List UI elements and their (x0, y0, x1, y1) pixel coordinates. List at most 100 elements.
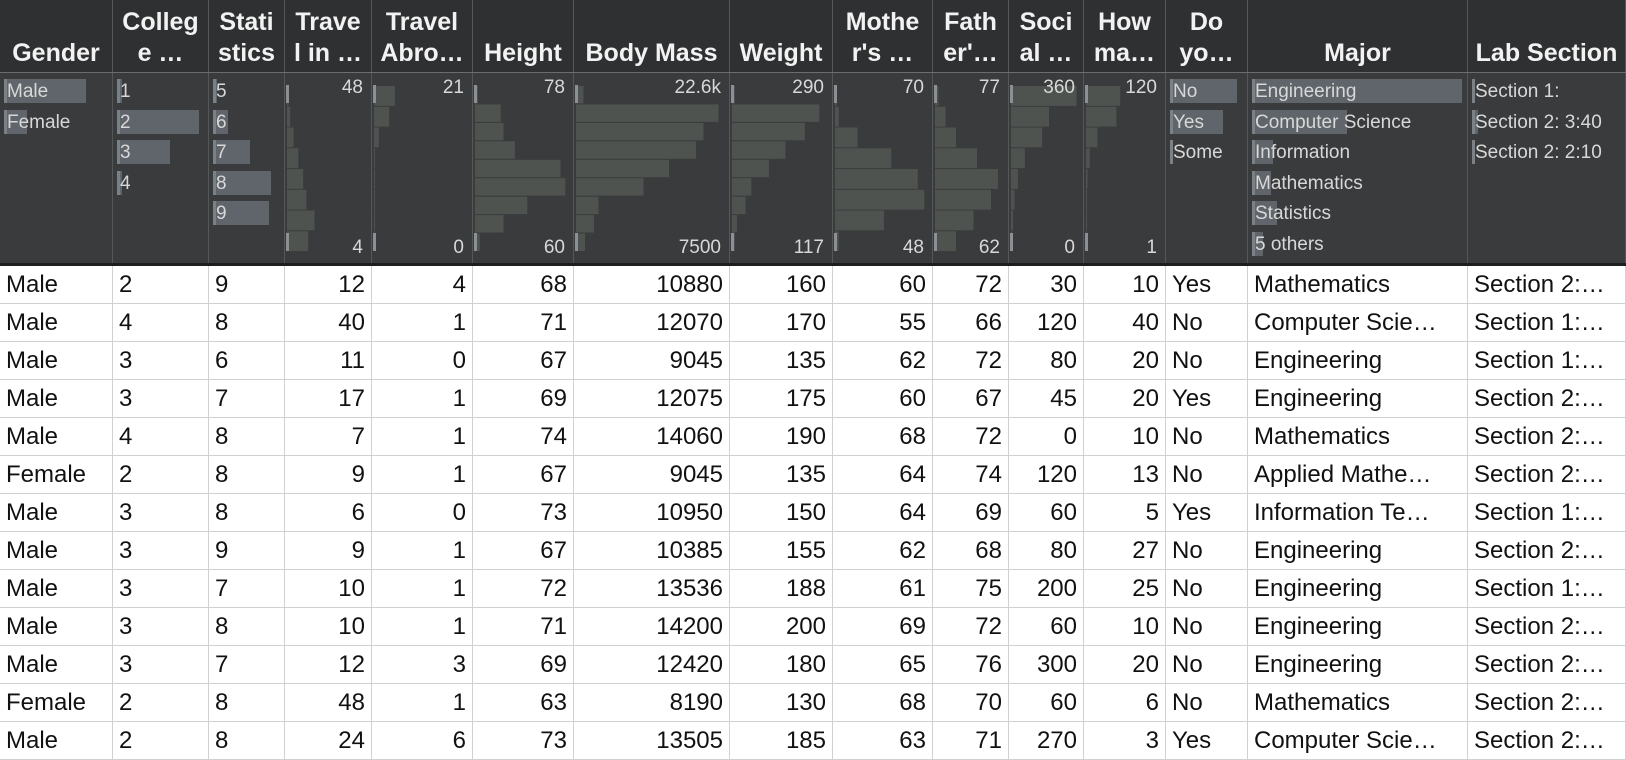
cell-weight[interactable]: 175 (730, 380, 833, 417)
category-filter-item[interactable]: Male (4, 77, 109, 105)
cell-fathers[interactable]: 68 (933, 532, 1009, 569)
cell-height[interactable]: 74 (473, 418, 574, 455)
range-max-handle[interactable] (474, 85, 477, 103)
cell-travel-abroad[interactable]: 1 (372, 684, 473, 721)
cell-social[interactable]: 0 (1009, 418, 1084, 455)
category-filter-item[interactable]: Information (1252, 138, 1464, 166)
range-min-handle[interactable] (731, 233, 734, 251)
table-row[interactable]: Male 3 7 12 3 69 12420 180 65 76 300 20 No Engineerin… (0, 646, 1626, 684)
cell-body-mass[interactable]: 12070 (574, 304, 730, 341)
cell-do-you[interactable]: No (1166, 570, 1248, 607)
cell-statistics[interactable]: 9 (209, 532, 285, 569)
category-filter-item[interactable]: Statistics (1252, 199, 1464, 227)
histogram[interactable] (1009, 73, 1084, 263)
column-header-travel-in[interactable]: Trave l in … (285, 0, 372, 72)
cell-body-mass[interactable]: 10385 (574, 532, 730, 569)
category-filter-item[interactable]: 6 (213, 108, 281, 136)
cell-mothers[interactable]: 55 (833, 304, 933, 341)
table-row[interactable]: Male 3 8 6 0 73 10950 150 64 69 60 5 Yes Information … (0, 494, 1626, 532)
cell-major[interactable]: Mathematics (1248, 418, 1468, 455)
range-max-handle[interactable] (286, 85, 289, 103)
cell-body-mass[interactable]: 9045 (574, 342, 730, 379)
cell-how-many[interactable]: 40 (1084, 304, 1166, 341)
cell-gender[interactable]: Male (0, 380, 113, 417)
cell-gender[interactable]: Male (0, 266, 113, 303)
cell-travel-in[interactable]: 12 (285, 266, 372, 303)
cell-weight[interactable]: 190 (730, 418, 833, 455)
category-filter-item[interactable]: No (1170, 77, 1244, 105)
column-header-fathers[interactable]: Fath er'… (933, 0, 1009, 72)
range-max-handle[interactable] (934, 85, 937, 103)
cell-mothers[interactable]: 60 (833, 380, 933, 417)
cell-gender[interactable]: Male (0, 722, 113, 759)
cell-major[interactable]: Engineering (1248, 646, 1468, 683)
cell-statistics[interactable]: 7 (209, 380, 285, 417)
cell-height[interactable]: 69 (473, 646, 574, 683)
cell-weight[interactable]: 130 (730, 684, 833, 721)
category-filter-item[interactable]: Some (1170, 138, 1244, 166)
cell-lab-section[interactable]: Section 2:… (1468, 722, 1626, 759)
cell-mothers[interactable]: 68 (833, 418, 933, 455)
cell-social[interactable]: 60 (1009, 608, 1084, 645)
cell-do-you[interactable]: No (1166, 646, 1248, 683)
cell-do-you[interactable]: Yes (1166, 266, 1248, 303)
cell-travel-in[interactable]: 12 (285, 646, 372, 683)
cell-statistics[interactable]: 6 (209, 342, 285, 379)
histogram[interactable] (574, 73, 730, 263)
cell-lab-section[interactable]: Section 1:… (1468, 304, 1626, 341)
category-filter-item[interactable]: Computer Science (1252, 108, 1464, 136)
table-row[interactable]: Male 3 6 11 0 67 9045 135 62 72 80 20 No Engineering S… (0, 342, 1626, 380)
cell-travel-abroad[interactable]: 1 (372, 532, 473, 569)
cell-statistics[interactable]: 8 (209, 418, 285, 455)
cell-major[interactable]: Engineering (1248, 608, 1468, 645)
cell-major[interactable]: Engineering (1248, 342, 1468, 379)
cell-body-mass[interactable]: 10950 (574, 494, 730, 531)
table-row[interactable]: Male 3 7 17 1 69 12075 175 60 67 45 20 Yes Engineerin… (0, 380, 1626, 418)
cell-fathers[interactable]: 66 (933, 304, 1009, 341)
cell-statistics[interactable]: 7 (209, 646, 285, 683)
cell-height[interactable]: 67 (473, 532, 574, 569)
cell-lab-section[interactable]: Section 2:… (1468, 532, 1626, 569)
cell-body-mass[interactable]: 14060 (574, 418, 730, 455)
cell-travel-abroad[interactable]: 3 (372, 646, 473, 683)
cell-social[interactable]: 300 (1009, 646, 1084, 683)
cell-fathers[interactable]: 67 (933, 380, 1009, 417)
cell-fathers[interactable]: 71 (933, 722, 1009, 759)
range-max-handle[interactable] (575, 85, 578, 103)
cell-college-year[interactable]: 3 (113, 342, 209, 379)
category-filter-item[interactable]: Yes (1170, 108, 1244, 136)
cell-how-many[interactable]: 25 (1084, 570, 1166, 607)
cell-mothers[interactable]: 69 (833, 608, 933, 645)
cell-fathers[interactable]: 72 (933, 342, 1009, 379)
cell-how-many[interactable]: 5 (1084, 494, 1166, 531)
cell-how-many[interactable]: 20 (1084, 380, 1166, 417)
table-row[interactable]: Male 2 9 12 4 68 10880 160 60 72 30 10 Yes Mathematic… (0, 266, 1626, 304)
cell-social[interactable]: 270 (1009, 722, 1084, 759)
column-header-do-you[interactable]: Do yo… (1166, 0, 1248, 72)
cell-college-year[interactable]: 3 (113, 570, 209, 607)
category-filter-item[interactable]: 8 (213, 169, 281, 197)
cell-major[interactable]: Information Te… (1248, 494, 1468, 531)
cell-travel-in[interactable]: 9 (285, 532, 372, 569)
category-filter-item[interactable]: 5 (213, 77, 281, 105)
cell-mothers[interactable]: 64 (833, 494, 933, 531)
cell-lab-section[interactable]: Section 1:… (1468, 570, 1626, 607)
range-max-handle[interactable] (834, 85, 837, 103)
cell-lab-section[interactable]: Section 2:… (1468, 646, 1626, 683)
cell-major[interactable]: Computer Scie… (1248, 304, 1468, 341)
cell-weight[interactable]: 135 (730, 456, 833, 493)
cell-how-many[interactable]: 10 (1084, 418, 1166, 455)
cell-college-year[interactable]: 2 (113, 266, 209, 303)
cell-college-year[interactable]: 3 (113, 380, 209, 417)
cell-gender[interactable]: Male (0, 608, 113, 645)
cell-height[interactable]: 63 (473, 684, 574, 721)
cell-social[interactable]: 30 (1009, 266, 1084, 303)
histogram[interactable] (372, 73, 473, 263)
cell-height[interactable]: 71 (473, 608, 574, 645)
category-filter-item[interactable]: 7 (213, 138, 281, 166)
cell-social[interactable]: 120 (1009, 456, 1084, 493)
cell-do-you[interactable]: No (1166, 532, 1248, 569)
cell-height[interactable]: 72 (473, 570, 574, 607)
cell-travel-abroad[interactable]: 1 (372, 456, 473, 493)
cell-college-year[interactable]: 4 (113, 304, 209, 341)
